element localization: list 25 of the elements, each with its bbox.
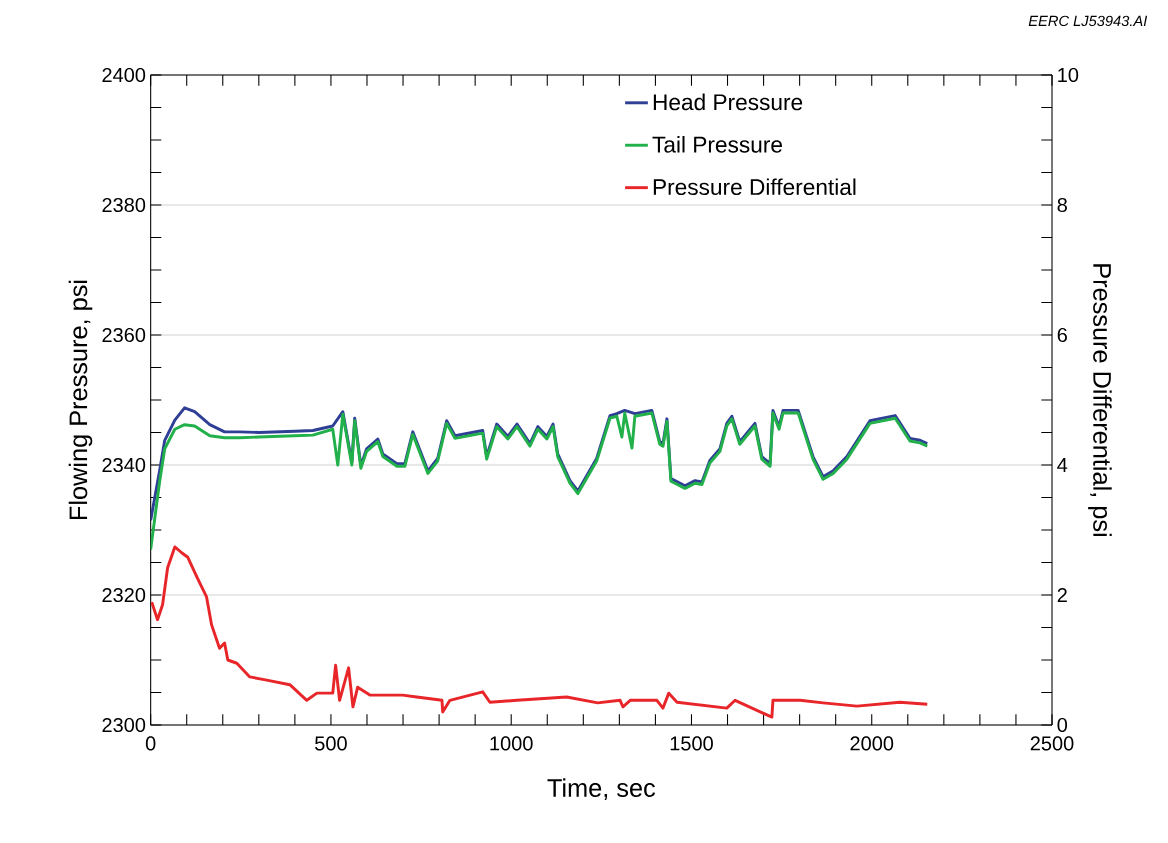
x-tick-label: 1000 (490, 736, 533, 751)
y2-tick-label: 10 (1058, 67, 1079, 83)
y-tick-label: 2320 (102, 587, 146, 603)
y2-tick-label: 8 (1057, 197, 1067, 213)
y2-tick-label: 4 (1057, 458, 1068, 472)
text: EERC LJ53943.AI (1028, 15, 1148, 27)
y2-tick-label: 6 (1057, 327, 1067, 343)
y-tick-label: 2380 (102, 197, 146, 213)
y-tick-label: 2340 (102, 457, 146, 473)
y-axis-title: Flowing Pressure, psi (68, 280, 93, 520)
y-tick-label: 2300 (102, 717, 146, 733)
x-tick-label: 0 (145, 736, 156, 751)
y2-tick-label: 0 (1057, 717, 1068, 733)
legend-label: Pressure Differential (653, 178, 856, 196)
x-tick-label: 2500 (1030, 736, 1074, 751)
x-tick-label: 500 (315, 736, 347, 751)
y-tick-label: 2360 (102, 327, 146, 343)
x-axis-title: Time, sec (547, 778, 656, 800)
y-tick-label: 2400 (102, 67, 146, 83)
y2-axis-title: Pressure Differential, psi (1088, 264, 1112, 536)
y2-tick-label: 2 (1057, 588, 1067, 602)
legend-label: Head Pressure (653, 93, 803, 111)
x-tick-label: 1500 (670, 736, 713, 751)
legend-label: Tail Pressure (652, 136, 782, 153)
x-tick-label: 2000 (850, 736, 894, 751)
